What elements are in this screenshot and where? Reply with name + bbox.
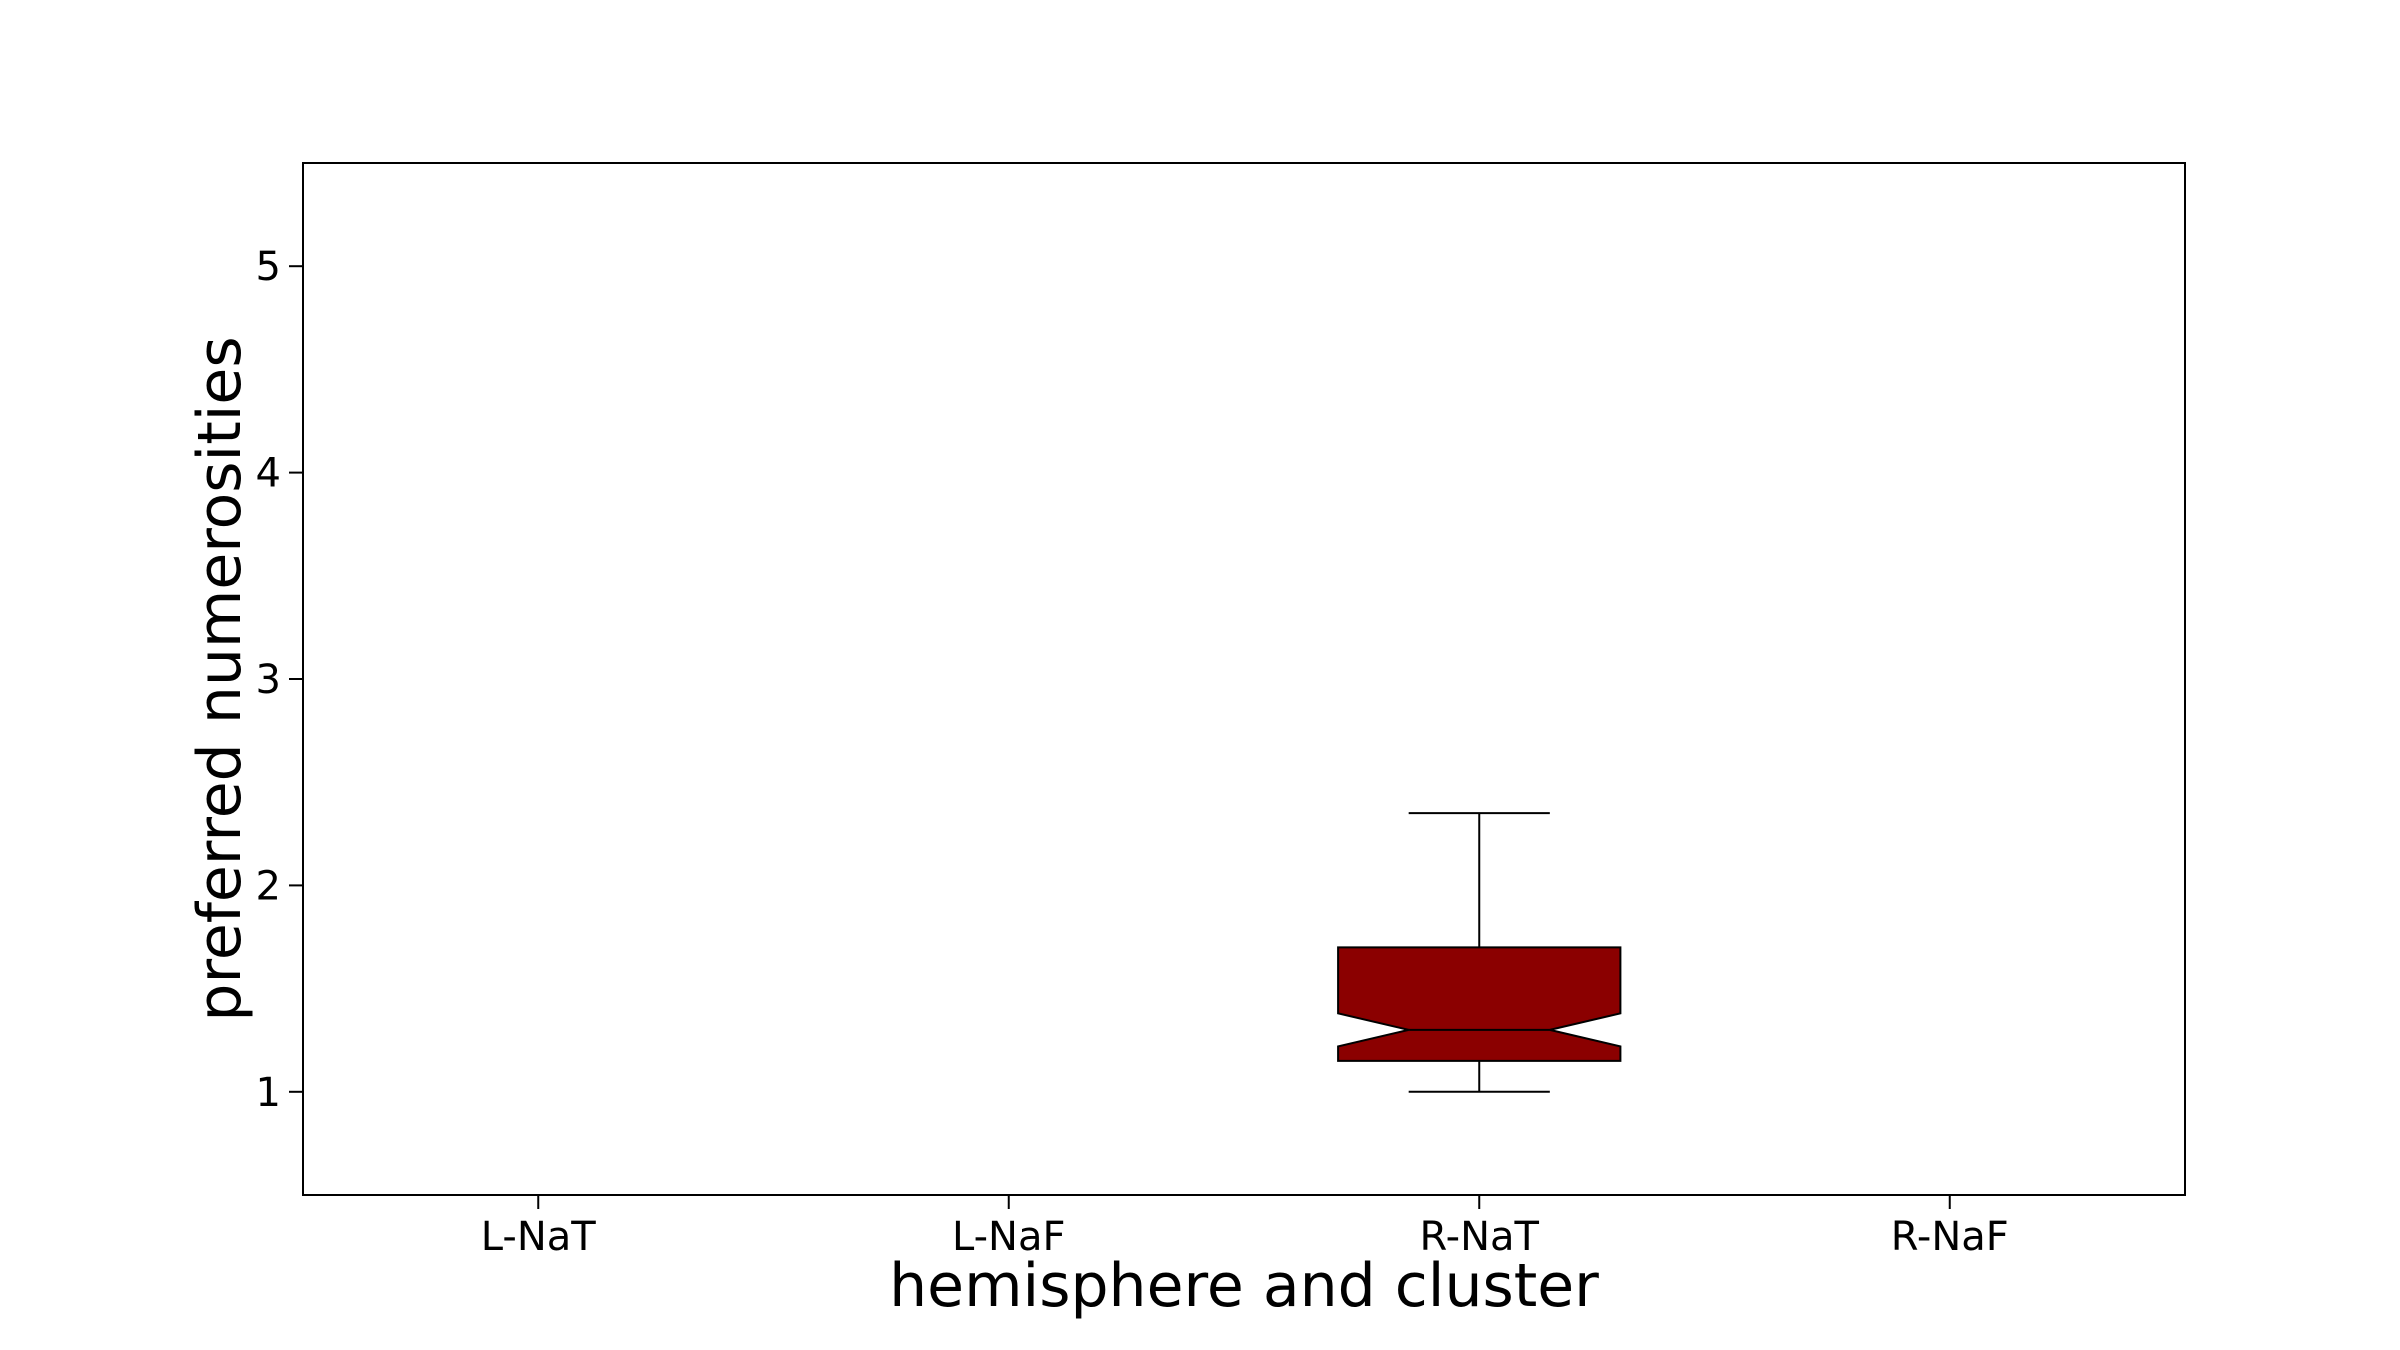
y-tick-label: 1 <box>256 1070 281 1116</box>
x-tick-label: R-NaT <box>1420 1214 1540 1260</box>
y-axis: 1 2 3 4 5 <box>256 244 303 1116</box>
box-series <box>1337 812 1622 1093</box>
box-R-NaT <box>1337 812 1622 1093</box>
plot-area <box>302 162 2186 1196</box>
y-axis-label: preferred numerosities <box>185 336 255 1021</box>
x-tick-label: L-NaT <box>481 1214 596 1260</box>
y-tick-label: 4 <box>256 451 281 497</box>
x-axis-label: hemisphere and cluster <box>889 1251 1599 1321</box>
x-axis: L-NaT L-NaF R-NaT R-NaF <box>481 1195 2009 1260</box>
x-tick-label: L-NaF <box>952 1214 1065 1260</box>
y-tick-label: 2 <box>256 863 281 909</box>
y-tick-label: 5 <box>256 244 281 290</box>
box-body <box>1337 946 1622 1062</box>
y-tick-label: 3 <box>256 657 281 703</box>
x-tick-label: R-NaF <box>1891 1214 2009 1260</box>
